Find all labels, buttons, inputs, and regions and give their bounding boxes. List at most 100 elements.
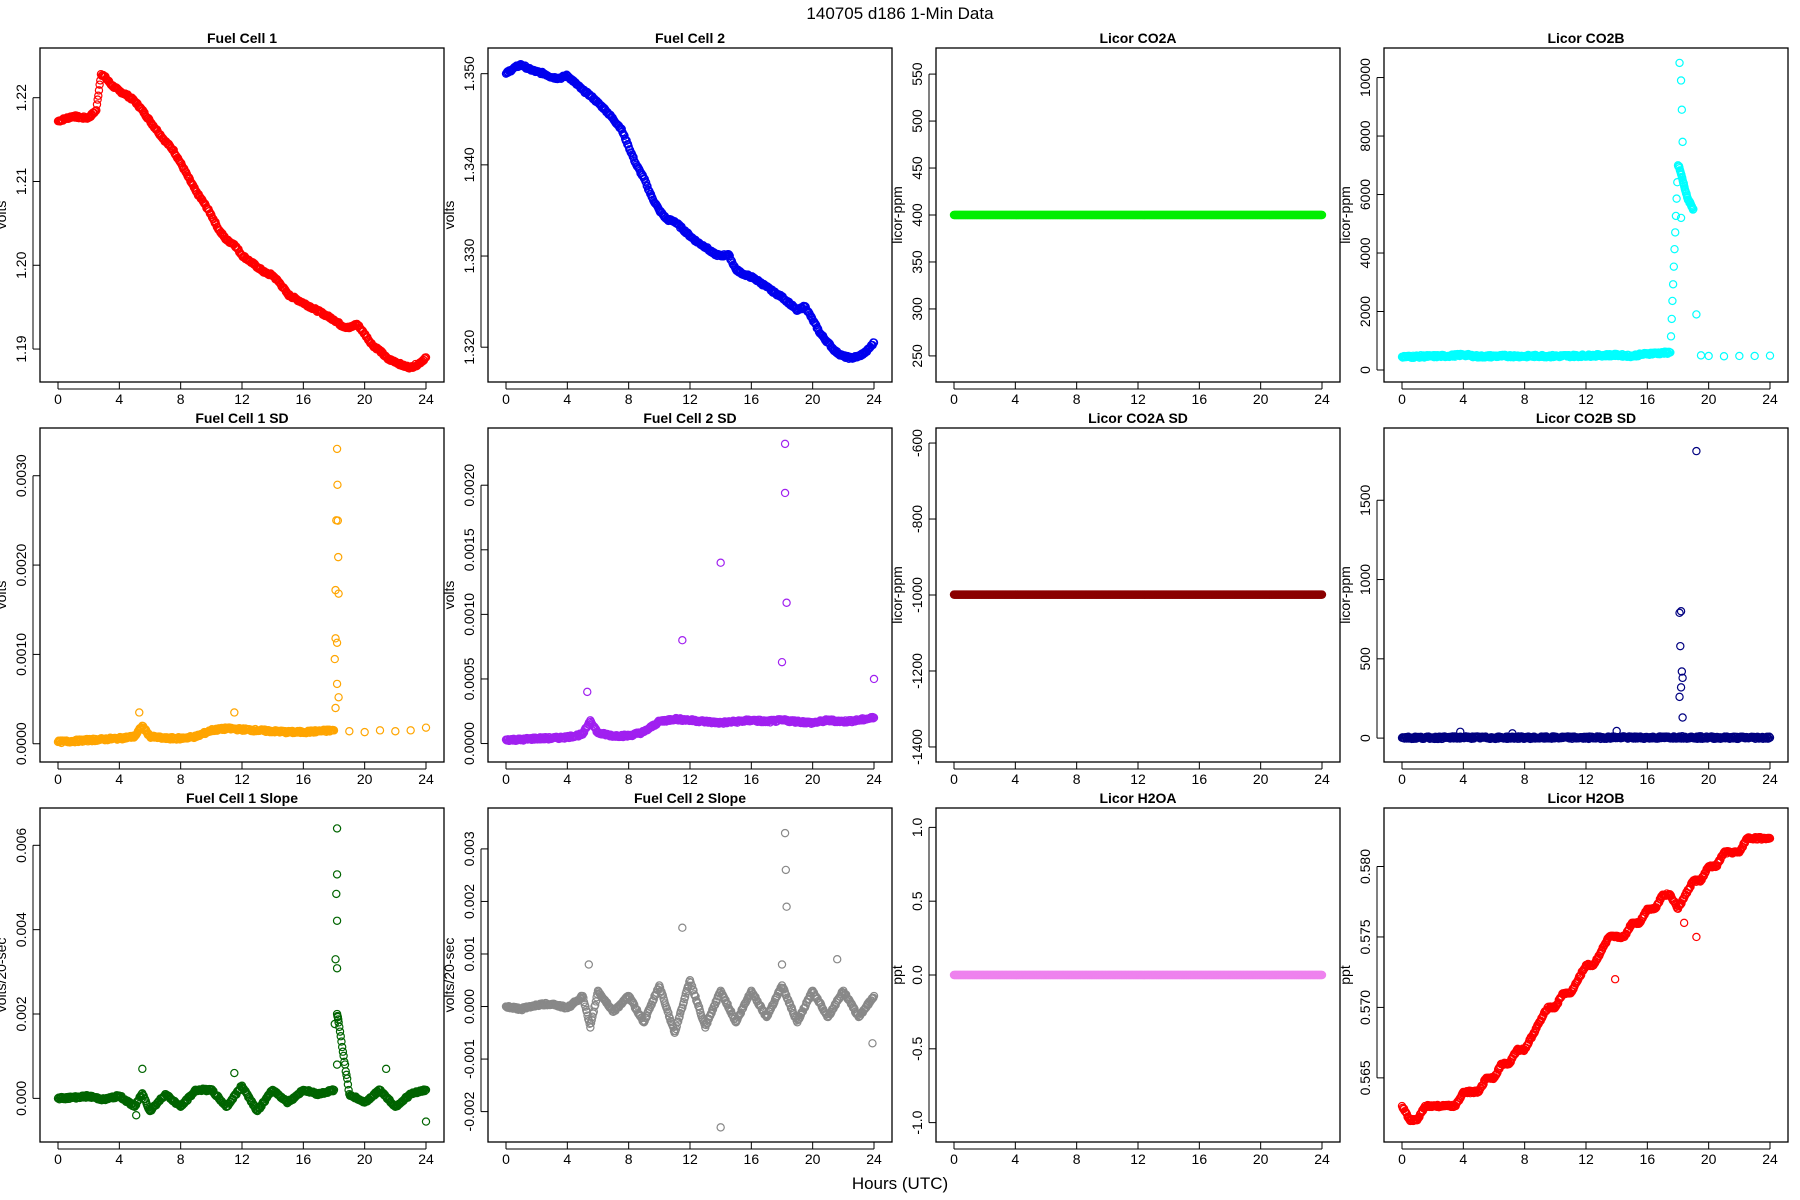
x-tick-label: 16	[744, 391, 760, 407]
x-tick-label: 0	[950, 391, 958, 407]
y-tick-label: 1.22	[13, 84, 29, 111]
data-point	[1667, 314, 1676, 324]
y-tick-label: 1000	[1357, 564, 1373, 595]
plot-frame	[487, 807, 893, 1143]
panel-title: Licor CO2A	[1099, 30, 1176, 46]
x-tick-label: 4	[1459, 771, 1467, 787]
y-tick-label: 1.21	[13, 168, 29, 195]
data-point	[1704, 351, 1713, 361]
y-tick-label: 0.002	[13, 996, 29, 1031]
series-points	[1397, 58, 1775, 362]
x-tick-label: 24	[866, 771, 882, 787]
data-point	[1676, 607, 1686, 616]
y-tick-label: 0.0020	[13, 543, 29, 586]
series-points	[53, 444, 431, 748]
x-tick-label: 4	[115, 391, 123, 407]
x-axis: 0 4 8 12 16 20 24	[950, 762, 1330, 787]
y-tick-label: 0.006	[13, 828, 29, 863]
data-point	[391, 727, 400, 736]
x-tick-label: 12	[1130, 771, 1146, 787]
data-point	[725, 251, 734, 261]
data-point	[94, 91, 103, 100]
x-tick-label: 4	[563, 1151, 571, 1167]
x-tick-label: 20	[1253, 391, 1269, 407]
data-point	[716, 558, 725, 567]
x-tick-label: 4	[1011, 771, 1019, 787]
x-tick-label: 16	[1192, 771, 1208, 787]
y-axis: -0.002-0.0010.0000.0010.0020.003	[461, 831, 488, 1131]
data-point	[230, 1068, 239, 1078]
data-point	[1670, 244, 1679, 254]
data-point	[1668, 280, 1678, 289]
x-tick-label: 16	[296, 771, 312, 787]
panel-title: Licor CO2B	[1547, 30, 1624, 46]
x-tick-label: 16	[296, 391, 312, 407]
data-point	[777, 657, 787, 667]
y-tick-label: 0.003	[461, 831, 477, 866]
y-axis: 1.191.201.211.22	[13, 84, 40, 363]
panel-title: Licor CO2B SD	[1536, 410, 1636, 426]
data-point	[780, 439, 790, 449]
y-tick-label: -800	[909, 505, 925, 533]
data-point	[869, 674, 879, 684]
x-tick-label: 16	[1640, 391, 1656, 407]
x-tick-label: 24	[418, 1151, 434, 1167]
x-tick-label: 24	[866, 391, 882, 407]
data-point	[345, 727, 354, 736]
series-points	[1397, 446, 1775, 744]
data-point	[331, 634, 340, 643]
x-tick-label: 12	[682, 771, 698, 787]
data-point	[623, 139, 633, 149]
x-tick-label: 4	[563, 771, 571, 787]
data-point	[332, 889, 341, 899]
y-tick-label: 0.0010	[461, 593, 477, 636]
x-tick-label: 20	[1701, 771, 1717, 787]
panel-title: Fuel Cell 2	[655, 30, 725, 46]
x-tick-label: 0	[1398, 391, 1406, 407]
x-tick-label: 4	[115, 1151, 123, 1167]
y-tick-label: 1.350	[461, 56, 477, 91]
x-tick-label: 12	[1578, 771, 1594, 787]
data-point	[1678, 713, 1687, 722]
x-tick-label: 12	[234, 391, 250, 407]
y-tick-label: 350	[909, 250, 925, 274]
data-point	[777, 960, 787, 969]
data-point	[1719, 352, 1729, 361]
y-tick-label: -0.002	[461, 1092, 477, 1132]
data-point	[1672, 194, 1681, 203]
data-point	[643, 185, 653, 194]
x-tick-label: 24	[1762, 391, 1778, 407]
data-point	[1696, 351, 1706, 360]
x-tick-label: 20	[1701, 391, 1717, 407]
x-tick-label: 24	[1314, 771, 1330, 787]
data-point	[1750, 351, 1759, 361]
data-point	[92, 100, 102, 109]
data-point	[332, 964, 342, 973]
data-point	[421, 1117, 431, 1126]
x-tick-label: 4	[115, 771, 123, 787]
y-axis-label: volts	[0, 201, 9, 230]
x-tick-label: 20	[805, 771, 821, 787]
data-point	[868, 1039, 877, 1048]
x-tick-label: 12	[682, 1151, 698, 1167]
y-axis-label: volts	[441, 201, 457, 230]
data-point	[780, 488, 790, 498]
y-tick-label: 1.320	[461, 329, 477, 364]
data-point	[782, 902, 791, 911]
data-point	[716, 1123, 725, 1132]
x-tick-label: 0	[502, 1151, 510, 1167]
data-point	[334, 693, 343, 702]
data-point	[331, 703, 340, 713]
data-point	[1735, 351, 1744, 361]
x-tick-label: 12	[1130, 391, 1146, 407]
x-tick-label: 24	[1762, 771, 1778, 787]
panel-title: Fuel Cell 1 SD	[195, 410, 288, 426]
x-tick-label: 16	[744, 1151, 760, 1167]
data-point	[1676, 641, 1685, 651]
series-points	[501, 828, 879, 1132]
x-tick-label: 8	[1521, 771, 1529, 787]
